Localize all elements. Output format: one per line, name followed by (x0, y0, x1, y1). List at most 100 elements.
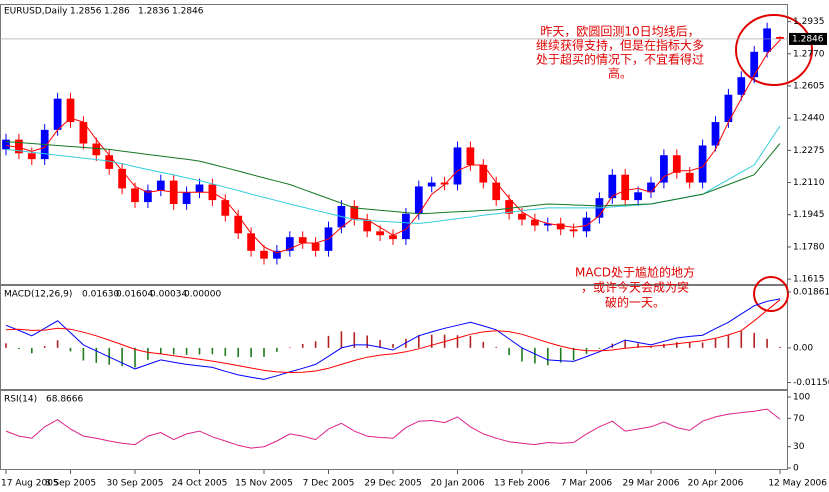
annotation: ，或许今天会成为突 (581, 280, 689, 295)
candle-body (660, 155, 668, 183)
candle-body (621, 174, 630, 201)
histogram-bar (289, 347, 291, 348)
histogram-bar (482, 341, 485, 348)
x-tick-label: 12 May 2006 (768, 479, 827, 489)
candle-body (260, 250, 268, 259)
histogram-bar (172, 347, 175, 355)
y-tick-label: 1.2275 (793, 146, 825, 156)
readout-open: 1.2856 (70, 7, 102, 17)
candle-body (776, 36, 784, 39)
histogram-bar (18, 347, 20, 350)
histogram-bar (430, 334, 433, 348)
rsi-title: RSI(14) (4, 395, 37, 405)
candle-body (389, 235, 397, 240)
x-tick-label: 20 Jan 2006 (431, 479, 485, 489)
histogram-bar (727, 335, 730, 348)
annotation: 破的一天。 (605, 295, 665, 310)
candle-body (118, 168, 126, 189)
histogram-bar (224, 347, 227, 356)
price-panel (0, 4, 788, 285)
histogram-bar (82, 347, 85, 361)
candle-body (376, 231, 384, 236)
histogram-bar (559, 347, 562, 363)
indicator-line (5, 39, 781, 254)
histogram-bar (263, 347, 265, 357)
macd-title: MACD(12,26,9) (4, 290, 72, 300)
histogram-bar (779, 346, 781, 348)
histogram-bar (740, 331, 743, 348)
candle-body (543, 223, 552, 226)
y-tick-label: 1.1780 (793, 242, 825, 252)
histogram-bar (5, 343, 7, 348)
candle-body (2, 139, 10, 150)
candle-body (298, 237, 307, 244)
current-price-box (789, 32, 827, 45)
y-tick-label: 0.00 (793, 343, 813, 353)
histogram-bar (753, 332, 755, 348)
indicator-line (5, 408, 781, 449)
x-tick-label: 7 Dec 2005 (303, 479, 355, 489)
histogram-bar (534, 347, 536, 364)
candle-body (711, 122, 720, 146)
rsi-panel (0, 390, 788, 470)
x-tick-label: 17 Aug 2005 (1, 479, 59, 489)
candle-body (763, 28, 771, 52)
histogram-bar (250, 347, 252, 358)
candle-body (350, 205, 359, 220)
histogram-bar (301, 343, 304, 348)
histogram-bar (508, 347, 510, 356)
candle-body (672, 155, 681, 173)
candle-body (531, 219, 539, 226)
histogram-bar (766, 338, 768, 348)
histogram-bar (237, 347, 239, 358)
candle-body (195, 184, 204, 193)
histogram-bar (676, 342, 678, 348)
histogram-bar (663, 343, 665, 348)
histogram-bar (701, 342, 704, 348)
candle-body (608, 174, 617, 199)
y-tick-label: 1.1945 (793, 210, 825, 220)
x-tick-label: 24 Oct 2005 (172, 479, 228, 489)
candle-body (105, 155, 114, 169)
histogram-bar (392, 343, 394, 348)
macd-readout: 0.00000 (184, 290, 221, 300)
y-tick-label: 30 (793, 442, 805, 452)
y-tick-label: 0.01861 (793, 287, 829, 297)
readout-low: 1.2836 (138, 7, 170, 17)
candle-body (724, 94, 733, 123)
candle-body (247, 233, 255, 251)
candle-body (221, 200, 230, 216)
histogram-bar (572, 347, 575, 361)
candle-body (92, 143, 101, 156)
candle-body (144, 190, 152, 203)
histogram-bar (495, 346, 497, 348)
y-tick-label: 1.2440 (793, 114, 825, 124)
candle-body (750, 51, 759, 78)
x-tick-label: 29 Mar 2006 (622, 479, 679, 489)
annotation: 昨天，欧圆回测10日均线后， (540, 25, 699, 39)
y-tick-label: 1.2770 (793, 49, 825, 59)
current-price-label: 1.2846 (792, 34, 824, 44)
histogram-bar (121, 347, 123, 367)
candle-body (492, 182, 501, 201)
x-tick-label: 8 Sep 2005 (45, 479, 96, 489)
y-tick-label: 0 (793, 464, 799, 474)
candle-body (66, 98, 75, 123)
histogram-bar (160, 347, 162, 354)
candle-body (453, 147, 462, 185)
candle-body (466, 147, 475, 165)
indicator-line (5, 298, 781, 380)
price-title: EURUSD,Daily (4, 7, 68, 17)
candle-body (556, 223, 565, 230)
candle-body (737, 77, 746, 95)
x-tick-label: 30 Sep 2005 (106, 479, 163, 489)
candle-body (182, 192, 191, 205)
candle-body (685, 172, 694, 183)
histogram-bar (366, 335, 368, 348)
x-tick-label: 13 Feb 2006 (494, 479, 550, 489)
candle-body (440, 182, 449, 185)
candle-body (479, 164, 488, 183)
candle-body (156, 180, 165, 191)
